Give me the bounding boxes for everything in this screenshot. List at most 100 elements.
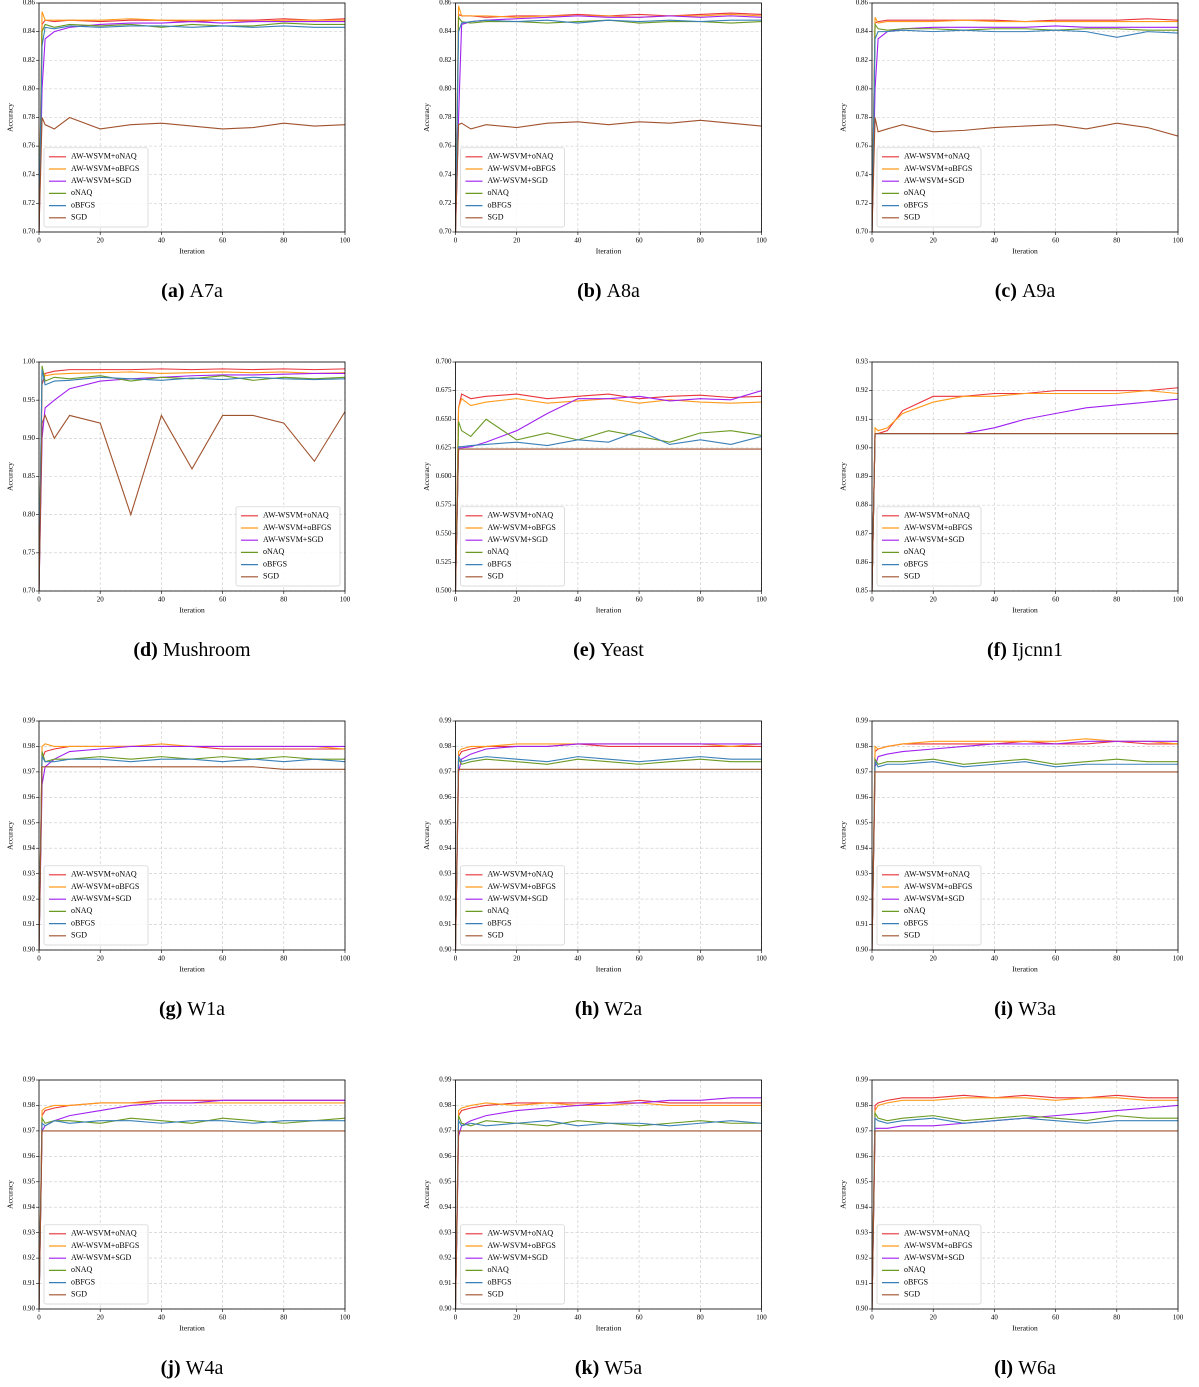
legend-label: oBFGS — [71, 1277, 95, 1286]
caption-name: A9a — [1022, 280, 1055, 302]
y-tick-label: 0.76 — [439, 142, 452, 150]
legend-label: AW-WSVM+oNAQ — [904, 1229, 970, 1238]
y-tick-label: 0.97 — [856, 767, 869, 775]
series-line — [39, 21, 345, 232]
caption-tag: (f) — [987, 639, 1007, 661]
y-tick-label: 0.80 — [23, 510, 36, 518]
legend-label: SGD — [71, 213, 87, 222]
x-tick-label: 100 — [756, 596, 767, 604]
subplot: 0.90 0.91 0.92 0.93 0.94 0.95 0.96 0.97 0.98 0.99… — [839, 1076, 1184, 1379]
legend-box — [876, 506, 982, 587]
y-tick-label: 0.92 — [856, 386, 869, 394]
y-tick-label: 0.95 — [856, 1177, 869, 1185]
x-tick-label: 60 — [1052, 596, 1060, 604]
legend-label: oNAQ — [71, 1265, 93, 1274]
y-tick-label: 0.86 — [439, 0, 452, 7]
y-tick-label: 0.98 — [856, 742, 869, 750]
legend-box — [43, 147, 149, 228]
x-axis-label: Iteration — [1012, 247, 1038, 256]
y-tick-label: 0.99 — [439, 717, 452, 725]
y-tick-label: 0.72 — [23, 199, 36, 207]
y-tick-label: 0.91 — [23, 920, 36, 928]
legend-label: oBFGS — [904, 918, 928, 927]
y-axis-label: Accuracy — [422, 462, 431, 491]
x-axis-label: Iteration — [596, 606, 622, 615]
legend-box — [43, 1224, 149, 1305]
y-tick-label: 0.675 — [436, 386, 452, 394]
subplot: 0.90 0.91 0.92 0.93 0.94 0.95 0.96 0.97 0.98 0.99… — [839, 717, 1184, 1020]
caption-name: W3a — [1018, 998, 1056, 1020]
x-tick-label: 100 — [1173, 596, 1184, 604]
caption-tag: (c) — [995, 280, 1017, 302]
y-tick-label: 0.91 — [856, 920, 869, 928]
legend-label: AW-WSVM+SGD — [71, 1253, 132, 1262]
y-tick-label: 0.91 — [439, 920, 452, 928]
x-tick-label: 80 — [1113, 1314, 1121, 1322]
x-tick-label: 40 — [574, 955, 582, 963]
x-tick-label: 20 — [97, 237, 105, 245]
subplot: 0.90 0.91 0.92 0.93 0.94 0.95 0.96 0.97 0.98 0.99… — [6, 1076, 351, 1379]
legend-box — [460, 1224, 565, 1305]
legend-label: AW-WSVM+oNAQ — [71, 152, 137, 161]
series-line — [872, 18, 1178, 232]
legend-label: oBFGS — [488, 1277, 512, 1286]
x-tick-label: 60 — [219, 955, 227, 963]
x-tick-label: 40 — [991, 596, 999, 604]
caption: (d) Mushroom — [133, 639, 251, 661]
legend-label: oNAQ — [263, 547, 285, 556]
x-tick-label: 20 — [513, 596, 521, 604]
y-tick-label: 0.97 — [439, 767, 452, 775]
caption-name: Ijcnn1 — [1012, 639, 1063, 661]
series-line — [39, 25, 345, 232]
legend-label: oBFGS — [263, 559, 287, 568]
legend-label: oBFGS — [71, 200, 95, 209]
legend-label: oNAQ — [904, 906, 926, 915]
y-tick-label: 0.95 — [439, 1177, 452, 1185]
plot-frame — [38, 1079, 346, 1310]
legend-label: AW-WSVM+oNAQ — [488, 1229, 554, 1238]
y-tick-label: 0.90 — [439, 1305, 452, 1313]
legend: AW-WSVM+oNAQ AW-WSVM+oBFGS AW-WSVM+SGD oNAQ… — [876, 506, 982, 587]
y-tick-label: 0.76 — [23, 142, 36, 150]
caption-tag: (h) — [575, 998, 599, 1020]
series-line — [455, 418, 762, 591]
legend-label: AW-WSVM+oNAQ — [71, 1229, 137, 1238]
y-tick-label: 0.91 — [856, 415, 869, 423]
x-tick-label: 100 — [756, 1314, 767, 1322]
y-tick-label: 0.94 — [23, 1203, 36, 1211]
legend-label: AW-WSVM+SGD — [904, 535, 965, 544]
series-line — [455, 390, 762, 591]
legend: AW-WSVM+oNAQ AW-WSVM+oBFGS AW-WSVM+SGD oNAQ… — [876, 865, 982, 946]
legend-label: oBFGS — [488, 918, 512, 927]
legend-label: oBFGS — [904, 559, 928, 568]
series-line — [872, 433, 1178, 591]
series-line — [455, 1099, 762, 1309]
x-tick-label: 40 — [158, 955, 166, 963]
y-tick-label: 0.86 — [856, 0, 869, 7]
x-tick-label: 80 — [697, 237, 705, 245]
y-tick-label: 0.96 — [23, 793, 36, 801]
legend: AW-WSVM+oNAQ AW-WSVM+oBFGS AW-WSVM+SGD oNAQ… — [460, 506, 565, 587]
subplot: 0.70 0.72 0.74 0.76 0.78 0.80 0.82 0.84 0.86 0 20 4… — [422, 0, 767, 302]
caption-name: W2a — [604, 998, 642, 1020]
caption: (k) W5a — [575, 1357, 642, 1379]
legend-label: AW-WSVM+SGD — [904, 894, 965, 903]
y-tick-label: 0.80 — [856, 84, 869, 92]
y-tick-label: 0.650 — [436, 415, 452, 423]
caption-name: W4a — [186, 1357, 224, 1379]
x-tick-label: 0 — [37, 237, 41, 245]
legend-label: AW-WSVM+oBFGS — [488, 882, 556, 891]
series-line — [39, 1120, 345, 1309]
y-tick-label: 0.94 — [439, 1203, 452, 1211]
x-tick-label: 20 — [97, 955, 105, 963]
x-tick-label: 0 — [454, 955, 458, 963]
x-tick-label: 80 — [280, 237, 288, 245]
y-tick-label: 0.92 — [856, 1254, 869, 1262]
legend-label: oNAQ — [488, 547, 510, 556]
x-tick-label: 100 — [756, 237, 767, 245]
legend-box — [460, 865, 565, 946]
x-tick-label: 0 — [37, 955, 41, 963]
y-tick-label: 0.86 — [856, 558, 869, 566]
y-tick-label: 0.91 — [439, 1279, 452, 1287]
